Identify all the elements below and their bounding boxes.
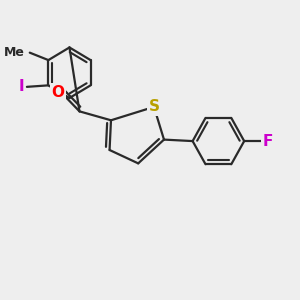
Text: S: S [148, 99, 160, 114]
Text: I: I [18, 79, 24, 94]
Text: Me: Me [4, 46, 25, 59]
Text: F: F [262, 134, 273, 148]
Text: O: O [52, 85, 64, 100]
